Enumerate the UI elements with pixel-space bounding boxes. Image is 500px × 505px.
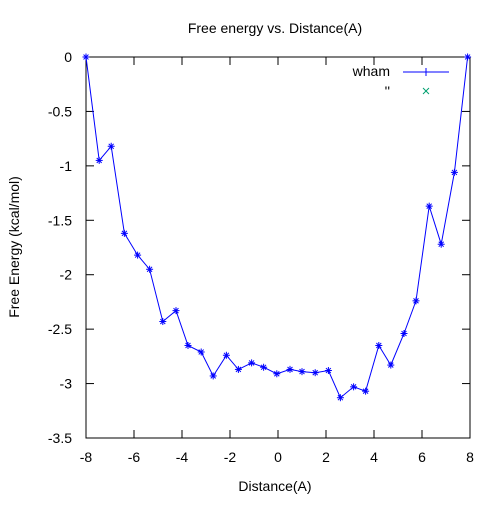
data-point: [273, 370, 281, 378]
plot-frame: [85, 56, 471, 439]
marker-stroke: [223, 352, 230, 359]
y-tick-label: -2: [60, 267, 73, 283]
legend-marker-second: [422, 87, 430, 95]
marker-stroke: [260, 364, 267, 371]
y-tick-label: -1: [60, 158, 73, 174]
data-point: [248, 359, 256, 367]
x-tick-label: 0: [274, 449, 282, 465]
marker-stroke: [210, 373, 217, 379]
y-tick-label: -3.5: [48, 430, 72, 446]
legend-label-wham: wham: [352, 63, 390, 79]
data-point: [120, 229, 128, 237]
marker-stroke: [464, 54, 471, 60]
data-point: [95, 156, 103, 164]
marker-stroke: [83, 54, 89, 60]
marker-stroke: [438, 241, 445, 248]
marker-stroke: [299, 368, 305, 375]
data-point: [464, 53, 472, 61]
data-point: [197, 348, 205, 356]
data-point: [222, 351, 230, 359]
marker-stroke: [173, 307, 179, 314]
marker-stroke: [134, 252, 141, 258]
marker-stroke: [185, 342, 191, 349]
marker-stroke: [362, 388, 369, 394]
y-tick-label: 0: [64, 49, 72, 65]
data-point: [286, 365, 294, 373]
marker-stroke: [401, 330, 407, 337]
x-tick-label: 2: [322, 449, 330, 465]
data-point: [298, 368, 306, 376]
marker-stroke: [96, 157, 103, 164]
marker-stroke: [422, 87, 430, 95]
marker-stroke: [198, 349, 205, 355]
data-point: [134, 251, 142, 259]
series-line-wham: [85, 56, 469, 399]
data-point: [350, 383, 358, 391]
x-tick-label: 4: [370, 449, 378, 465]
marker-stroke: [312, 369, 319, 376]
data-point: [387, 361, 395, 369]
legend: wham '': [352, 63, 449, 99]
x-tick-label: 6: [418, 449, 426, 465]
x-axis-ticks: -8 -6 -4 -2 0 2 4 6 8: [80, 57, 474, 465]
data-point: [425, 202, 433, 210]
marker-stroke: [248, 360, 255, 366]
data-point: [234, 365, 242, 373]
y-axis-label: Free Energy (kcal/mol): [6, 176, 22, 318]
data-point: [172, 307, 180, 315]
data-point: [146, 265, 154, 273]
marker-stroke: [121, 230, 128, 237]
x-tick-label: -2: [224, 449, 237, 465]
data-point: [450, 168, 458, 176]
marker-stroke: [273, 370, 280, 377]
data-point: [260, 363, 268, 371]
data-point: [184, 341, 192, 349]
chart-title: Free energy vs. Distance(A): [188, 20, 362, 36]
y-tick-label: -0.5: [48, 103, 72, 119]
x-tick-label: -8: [80, 449, 93, 465]
data-point: [82, 53, 90, 61]
data-point: [437, 240, 445, 248]
marker-stroke: [159, 318, 166, 325]
y-tick-label: -2.5: [48, 321, 72, 337]
data-point: [412, 297, 420, 305]
marker-stroke: [413, 298, 419, 304]
x-axis-label: Distance(A): [238, 478, 311, 494]
data-point: [209, 372, 217, 380]
data-point: [311, 369, 319, 377]
legend-label-second: '': [385, 83, 390, 99]
data-point: [400, 329, 408, 337]
y-axis-ticks: 0 -0.5 -1 -1.5 -2 -2.5 -3 -3.5: [48, 49, 470, 446]
marker-stroke: [426, 203, 433, 209]
data-point: [362, 387, 370, 395]
marker-stroke: [375, 342, 382, 349]
data-point: [159, 318, 167, 326]
marker-stroke: [108, 143, 115, 150]
marker-stroke: [387, 362, 394, 368]
y-tick-label: -1.5: [48, 212, 72, 228]
marker-stroke: [146, 266, 153, 273]
marker-stroke: [337, 394, 344, 401]
series-layer: [82, 53, 472, 402]
marker-stroke: [287, 366, 293, 373]
data-point: [375, 341, 383, 349]
marker-stroke: [350, 384, 357, 390]
marker-stroke: [325, 367, 332, 374]
data-point: [324, 367, 332, 375]
marker-stroke: [235, 366, 242, 373]
marker-stroke: [451, 169, 458, 176]
x-tick-label: -6: [128, 449, 141, 465]
x-tick-label: -4: [176, 449, 189, 465]
data-point: [336, 394, 344, 402]
x-tick-label: 8: [466, 449, 474, 465]
y-tick-label: -3: [60, 376, 73, 392]
data-point: [107, 142, 115, 150]
